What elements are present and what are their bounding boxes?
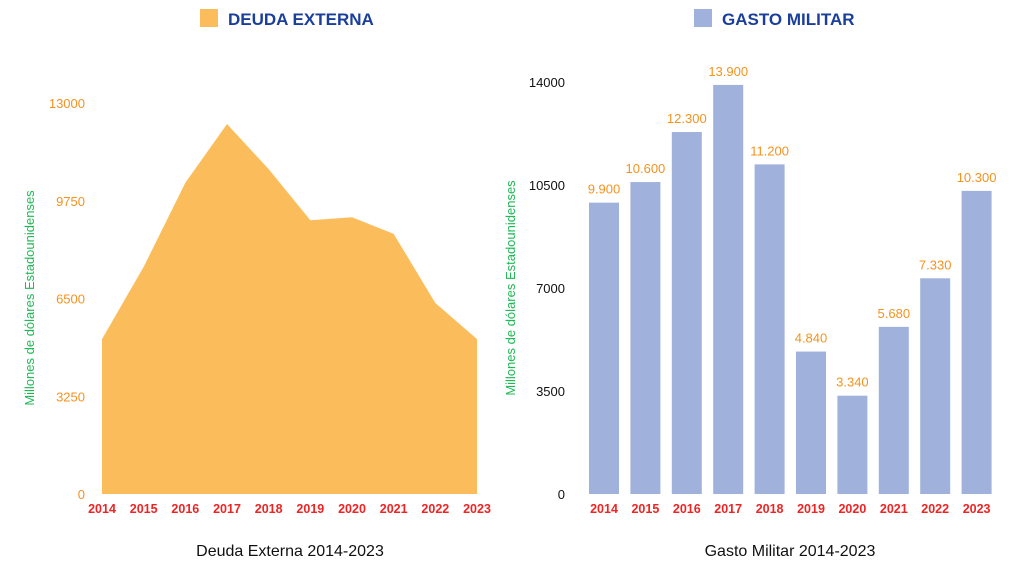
gasto-x-tick-label: 2020 <box>838 502 866 516</box>
gasto-y-tick-label: 14000 <box>529 75 565 90</box>
gasto-x-tick-label: 2016 <box>673 502 701 516</box>
gasto-x-tick-label: 2021 <box>880 502 908 516</box>
gasto-bar-series <box>589 84 992 495</box>
gasto-data-label: 10.300 <box>957 170 997 185</box>
gasto-data-labels: 9.900 10.600 12.300 13.900 11.200 4.840 3.340 5… <box>588 64 997 390</box>
deuda-y-tick-label: 3250 <box>56 389 85 404</box>
gasto-bar <box>754 164 785 494</box>
deuda-x-ticks: 2014 2015 2016 2017 2018 2019 2020 2021 2022 2023 <box>88 502 491 516</box>
deuda-y-tick-label: 13000 <box>49 96 85 111</box>
gasto-x-tick-label: 2019 <box>797 502 825 516</box>
gasto-y-tick-label: 3500 <box>536 384 565 399</box>
deuda-legend-title: DEUDA EXTERNA <box>228 10 374 29</box>
deuda-x-tick-label: 2019 <box>296 502 324 516</box>
gasto-x-tick-label: 2022 <box>921 502 949 516</box>
deuda-y-tick-label: 9750 <box>56 194 85 209</box>
gasto-caption: Gasto Militar 2014-2023 <box>705 543 876 560</box>
gasto-y-axis-label: Millones de dólares Estadounidenses <box>503 180 518 396</box>
deuda-x-tick-label: 2021 <box>380 502 408 516</box>
gasto-x-tick-label: 2015 <box>631 502 659 516</box>
deuda-y-tick-label: 0 <box>78 487 85 502</box>
gasto-data-label: 10.600 <box>626 161 666 176</box>
deuda-y-axis-label: Millones de dólares Estadounidenses <box>22 190 37 406</box>
gasto-x-tick-label: 2023 <box>963 502 991 516</box>
gasto-bar <box>961 190 992 494</box>
gasto-data-label: 3.340 <box>836 375 869 390</box>
gasto-bar <box>713 84 744 494</box>
gasto-data-label: 11.200 <box>750 143 789 158</box>
gasto-y-tick-label: 10500 <box>529 178 565 193</box>
gasto-militar-chart: GASTO MILITAR Millones de dólares Estado… <box>503 9 996 560</box>
gasto-y-tick-label: 7000 <box>536 281 565 296</box>
gasto-data-label: 7.330 <box>919 257 952 272</box>
gasto-data-label: 13.900 <box>708 64 748 79</box>
gasto-x-tick-label: 2017 <box>714 502 742 516</box>
deuda-x-tick-label: 2014 <box>88 502 116 516</box>
gasto-x-tick-label: 2018 <box>756 502 784 516</box>
deuda-area-series <box>101 124 478 495</box>
gasto-x-ticks: 2014 2015 2016 2017 2018 2019 2020 2021 2022 2023 <box>590 502 990 516</box>
deuda-x-tick-label: 2018 <box>255 502 283 516</box>
deuda-x-tick-label: 2023 <box>463 502 491 516</box>
deuda-x-tick-label: 2022 <box>421 502 449 516</box>
gasto-data-label: 9.900 <box>588 182 621 197</box>
deuda-legend-swatch <box>200 9 218 27</box>
deuda-externa-chart: DEUDA EXTERNA Millones de dólares Estado… <box>22 9 491 560</box>
gasto-legend-title: GASTO MILITAR <box>722 10 855 29</box>
deuda-x-tick-label: 2017 <box>213 502 241 516</box>
gasto-data-label: 12.300 <box>667 111 707 126</box>
gasto-bar <box>796 351 826 494</box>
gasto-bar <box>630 182 661 495</box>
deuda-x-tick-label: 2020 <box>338 502 366 516</box>
deuda-caption: Deuda Externa 2014-2023 <box>196 543 384 560</box>
deuda-y-ticks: 0 3250 6500 9750 13000 <box>49 96 85 502</box>
gasto-bar <box>920 278 951 494</box>
gasto-legend-swatch <box>694 9 712 27</box>
gasto-data-label: 4.840 <box>795 331 828 346</box>
gasto-data-label: 5.680 <box>878 306 911 321</box>
gasto-bar <box>671 132 702 494</box>
deuda-area-fill <box>102 124 477 495</box>
gasto-bar <box>878 326 909 494</box>
gasto-y-ticks: 0 3500 7000 10500 14000 <box>529 75 565 502</box>
gasto-bar <box>837 395 868 494</box>
gasto-x-tick-label: 2014 <box>590 502 618 516</box>
deuda-x-tick-label: 2015 <box>130 502 158 516</box>
gasto-y-tick-label: 0 <box>558 487 565 502</box>
gasto-bar <box>589 202 619 494</box>
deuda-y-tick-label: 6500 <box>56 292 85 307</box>
deuda-x-tick-label: 2016 <box>171 502 199 516</box>
